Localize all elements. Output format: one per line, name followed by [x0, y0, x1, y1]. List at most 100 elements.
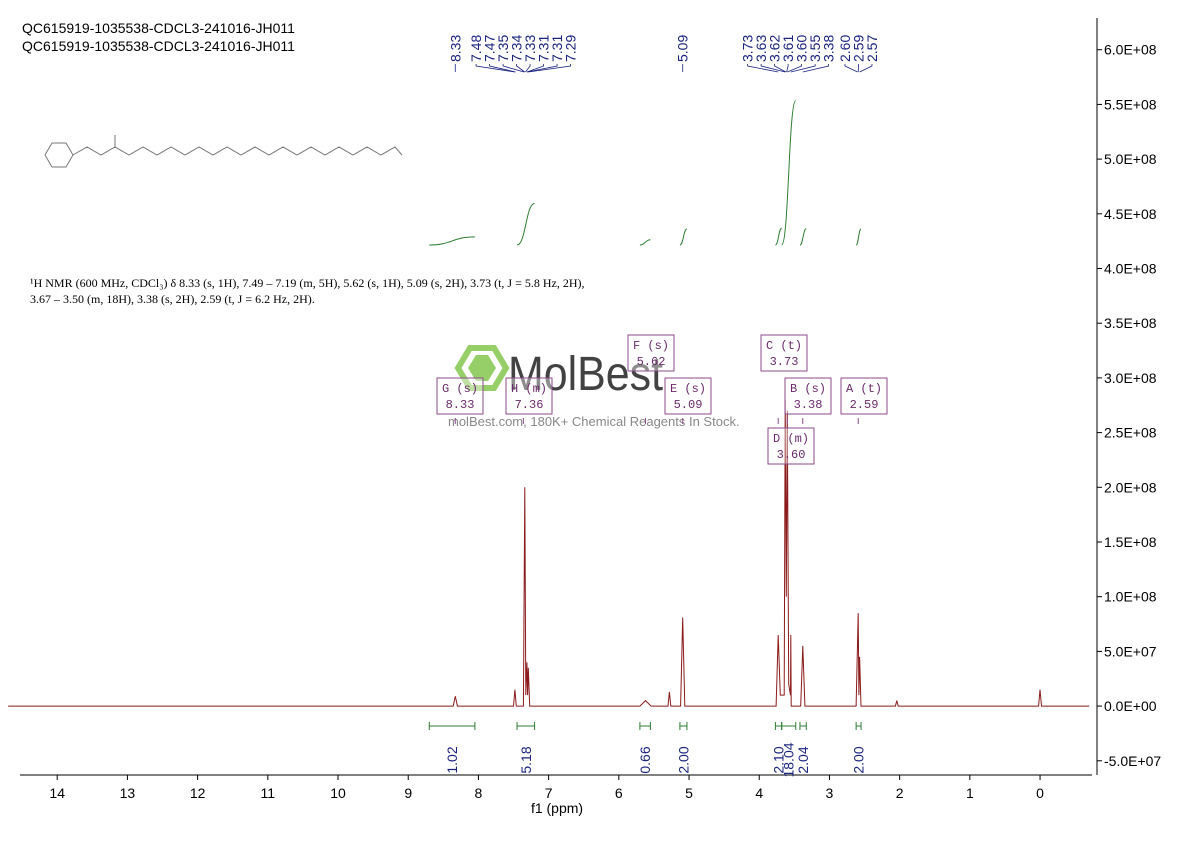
integral-curve: [429, 236, 475, 246]
multiplet-box: [760, 334, 808, 372]
multiplet-label: C (t): [766, 339, 802, 353]
x-tick-label: 10: [330, 785, 346, 801]
integral-label: 2.00: [851, 746, 867, 773]
multiplet-shift: 2.59: [850, 398, 879, 412]
x-tick-label: 5: [685, 785, 693, 801]
peak-label: 3.61: [780, 35, 796, 62]
integral-curve: [855, 228, 862, 246]
multiplet-label: G (s): [442, 382, 478, 396]
peak-label: 7.33: [522, 35, 538, 62]
peak-leader: [760, 64, 786, 73]
integral-curve: [781, 100, 797, 246]
peak-label: 3.60: [794, 35, 810, 62]
y-tick-label: 5.0E+08: [1104, 151, 1157, 167]
multiplet-box: [784, 377, 832, 415]
peak-label: 5.09: [675, 35, 691, 62]
peak-label: 3.62: [767, 35, 783, 62]
peak-leader: [774, 64, 787, 73]
structure: [44, 135, 403, 168]
y-tick-label: 4.5E+08: [1104, 206, 1157, 222]
x-tick-label: 11: [261, 785, 276, 801]
peak-leader: [526, 64, 558, 73]
integral-curve: [679, 228, 688, 246]
x-tick-label: 8: [475, 785, 483, 801]
peak-label: 2.60: [837, 35, 853, 62]
peak-leader: [489, 64, 516, 73]
x-axis-label: f1 (ppm): [531, 800, 583, 816]
x-tick-label: 0: [1036, 785, 1044, 801]
multiplet-box: [767, 427, 815, 465]
multiplet-shift: 3.73: [770, 355, 799, 369]
integral-label: 18.04: [781, 742, 797, 777]
multiplet-shift: 5.09: [674, 398, 703, 412]
x-tick-label: 1: [966, 785, 974, 801]
peak-leader: [525, 64, 531, 73]
peak-label: 7.31: [536, 35, 552, 62]
peak-leader: [802, 64, 830, 73]
y-tick-label: 2.0E+08: [1104, 479, 1157, 495]
watermark-logo: [454, 345, 510, 391]
spectrum: [8, 399, 1090, 707]
peak-leader: [844, 64, 858, 73]
x-tick-label: 9: [404, 785, 412, 801]
y-tick-label: 5.5E+08: [1104, 96, 1157, 112]
peak-leader: [516, 64, 525, 73]
multiplet-label: E (s): [670, 382, 706, 396]
multiplet-label: A (t): [846, 382, 882, 396]
integral-bracket: [855, 722, 862, 730]
peak-leader: [787, 64, 803, 73]
peak-label: 7.48: [468, 35, 484, 62]
multiplet-shift: 5.62: [637, 355, 666, 369]
y-tick-label: 6.0E+08: [1104, 42, 1157, 58]
peak-leader: [502, 64, 525, 73]
x-tick-label: 13: [120, 785, 136, 801]
integral-bracket: [516, 722, 536, 730]
integral-bracket: [781, 722, 797, 730]
integral-bracket: [799, 722, 807, 730]
peak-label: 3.63: [753, 35, 769, 62]
integral-label: 1.02: [444, 746, 460, 773]
nmr-description: ¹H NMR (600 MHz, CDCl₃) δ 8.33 (s, 1H), …: [30, 276, 585, 306]
y-tick-label: 3.0E+08: [1104, 370, 1157, 386]
multiplet-box: [436, 377, 484, 415]
multiplet-box: [664, 377, 712, 415]
multiplet-label: H (m): [511, 382, 547, 396]
title-line: QC615919-1035538-CDCL3-241016-JH011: [22, 20, 295, 36]
peak-leader: [528, 64, 572, 73]
y-tick-label: 2.5E+08: [1104, 425, 1157, 441]
x-tick-label: 2: [896, 785, 904, 801]
peak-label: 3.73: [740, 35, 756, 62]
integral-bracket: [679, 722, 688, 730]
y-tick-label: 0.0E+00: [1104, 698, 1157, 714]
peak-label: 7.35: [495, 35, 511, 62]
y-tick-label: 3.5E+08: [1104, 315, 1157, 331]
peak-leader: [747, 64, 779, 73]
multiplet-label: D (m): [773, 432, 809, 446]
multiplet-label: F (s): [633, 339, 669, 353]
integral-curve: [639, 239, 651, 246]
y-tick-label: 4.0E+08: [1104, 261, 1157, 277]
peak-leader: [859, 64, 873, 73]
peak-label: 7.34: [509, 35, 525, 62]
peak-label: 2.57: [864, 35, 880, 62]
x-tick-label: 14: [49, 785, 65, 801]
y-tick-label: 1.5E+08: [1104, 534, 1157, 550]
integral-label: 2.04: [795, 746, 811, 773]
x-tick-label: 3: [826, 785, 834, 801]
integral-curve: [775, 227, 782, 246]
integral-curve: [799, 228, 807, 246]
watermark: MolBest: [508, 348, 663, 401]
peak-leader: [786, 64, 789, 73]
integral-bracket: [639, 722, 651, 730]
peak-label: 7.31: [549, 35, 565, 62]
peak-label: 3.38: [821, 35, 837, 62]
peak-label: 7.29: [563, 35, 579, 62]
multiplet-shift: 3.60: [777, 448, 806, 462]
peak-label: 3.55: [807, 35, 823, 62]
integral-label: 0.66: [637, 746, 653, 773]
multiplet-label: B (s): [790, 382, 826, 396]
integral-bracket: [774, 722, 783, 730]
y-tick-label: -5.0E+07: [1104, 753, 1161, 769]
